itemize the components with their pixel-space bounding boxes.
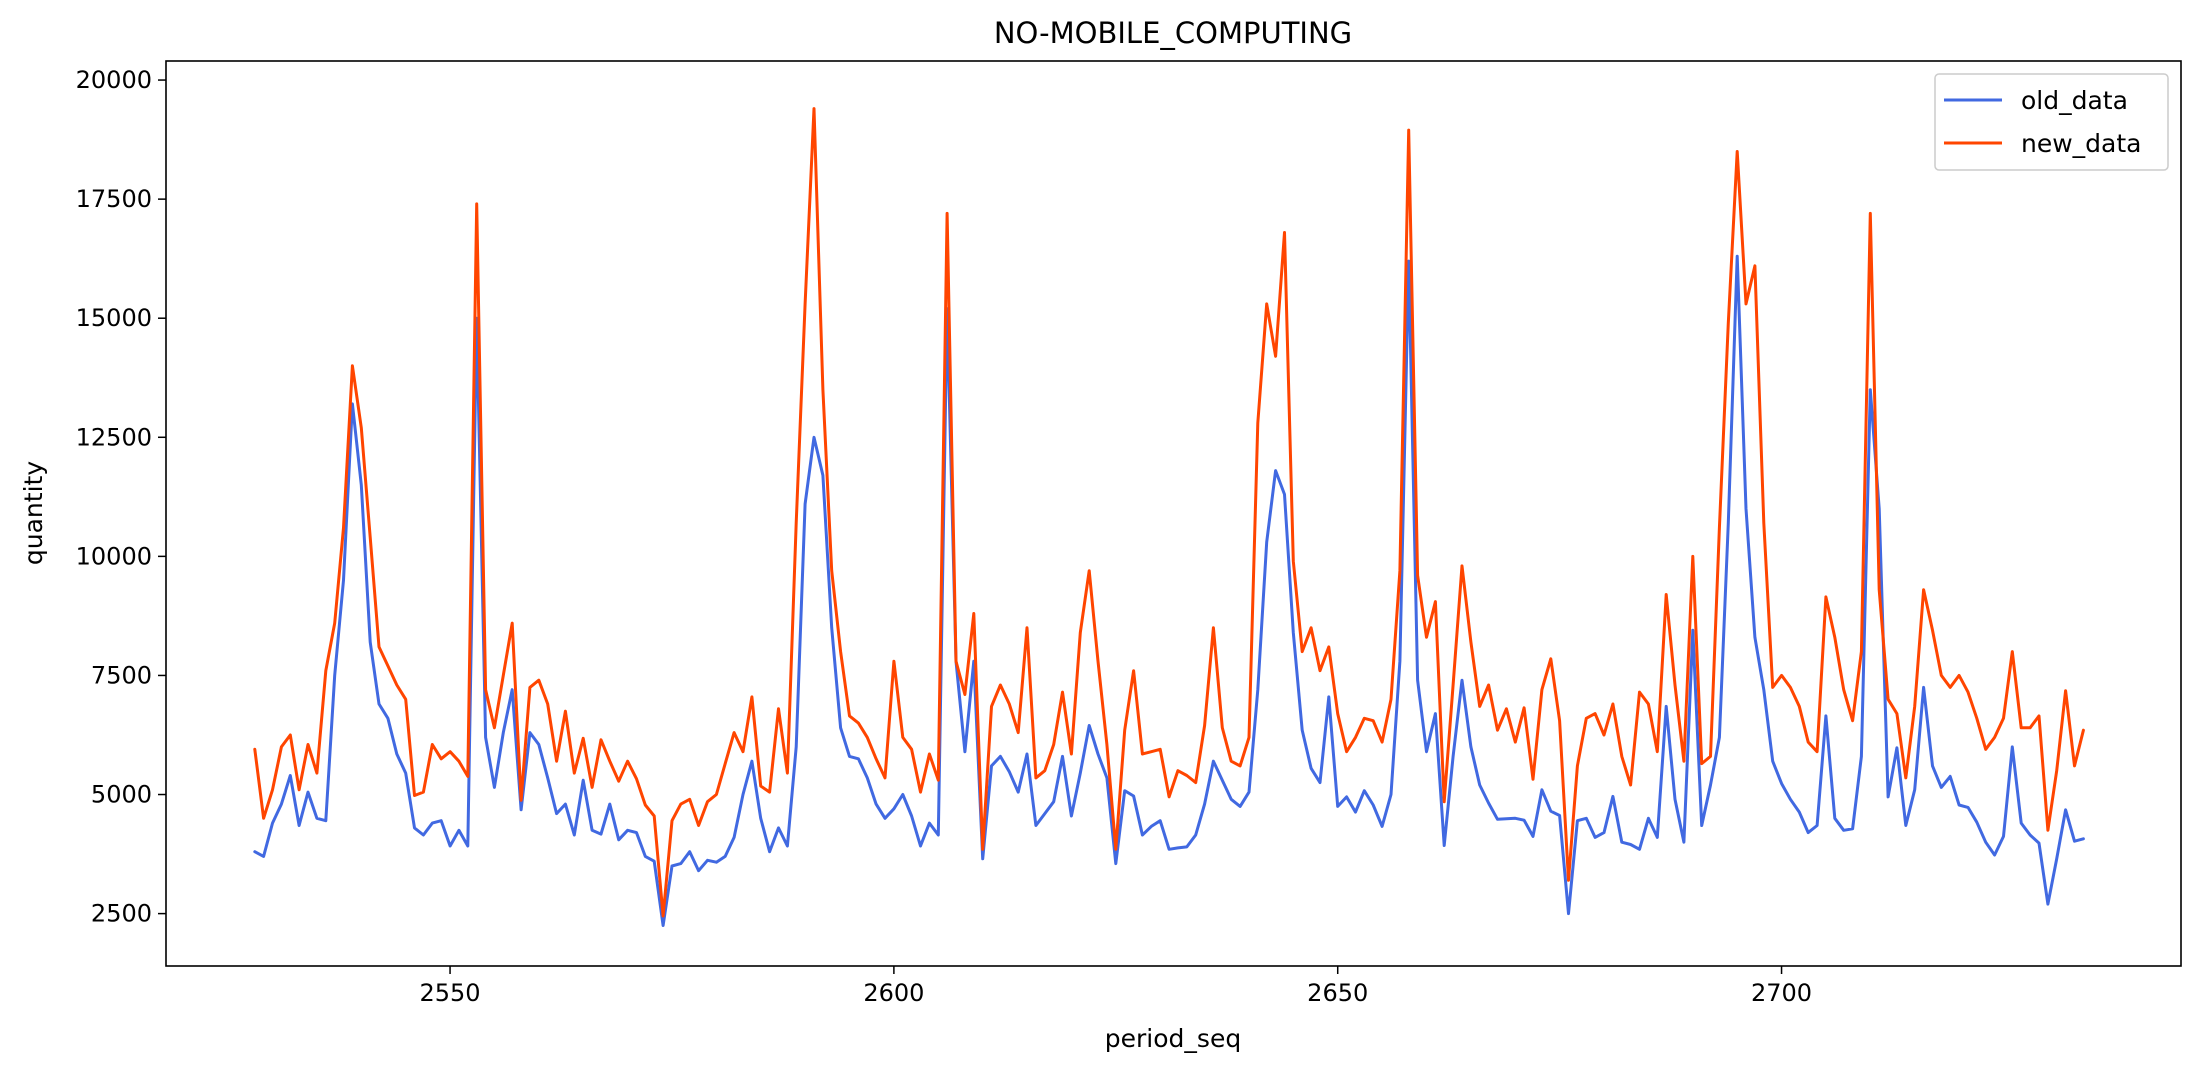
x-tick-label: 2700 [1751,979,1812,1007]
x-tick-label: 2650 [1307,979,1368,1007]
legend-box [1934,73,2169,171]
series-layer [253,107,2085,927]
legend-label-old_data: old_data [2021,86,2128,115]
x-tick-label: 2600 [863,979,924,1007]
y-tick-label: 17500 [76,185,152,213]
y-tick-label: 20000 [76,66,152,94]
y-axis: 2500 5000 7500 10000 12500 15000 17500 20000 [76,66,166,928]
plot-frame [165,60,2182,967]
legend: old_data new_data [1934,73,2169,171]
y-tick-label: 10000 [76,542,152,570]
y-tick-label: 15000 [76,304,152,332]
x-axis: 2550 2600 2650 2700 [420,966,1812,1007]
legend-label-new_data: new_data [2021,129,2141,158]
y-axis-label: quantity [19,461,48,565]
y-tick-label: 12500 [76,423,152,451]
y-tick-label: 5000 [91,781,152,809]
y-tick-label: 7500 [91,661,152,689]
chart-title: NO-MOBILE_COMPUTING [994,16,1352,50]
x-axis-label: period_seq [1105,1024,1241,1053]
x-tick-label: 2550 [420,979,481,1007]
series-line-old_data [253,254,2085,927]
y-tick-label: 2500 [91,900,152,928]
series-line-new_data [253,107,2085,918]
